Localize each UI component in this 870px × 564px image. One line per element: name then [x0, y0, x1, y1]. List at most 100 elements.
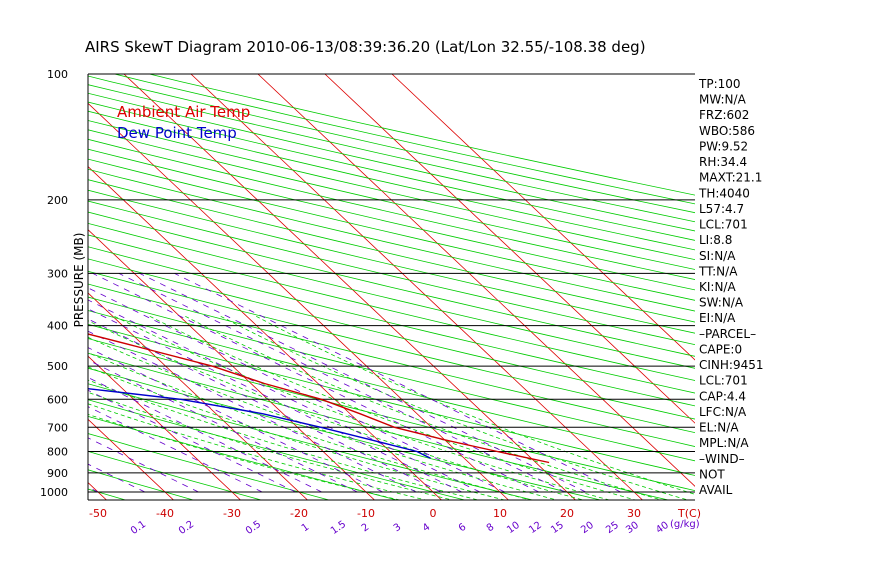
y-axis-label: PRESSURE (MB) — [72, 233, 86, 328]
mixing-ratio-line — [88, 318, 442, 493]
dry-adiabat-line — [88, 270, 695, 420]
mixing-ratio-label: 2 — [360, 522, 372, 535]
mixing-ratio-label: 10 — [505, 520, 522, 536]
moist-adiabat-line — [114, 315, 611, 500]
mixing-ratio-label: 8 — [485, 522, 497, 535]
mixing-ratio-label: 3 — [392, 522, 404, 535]
dry-adiabat-line — [88, 367, 602, 500]
index-readout: L57:4.7 — [699, 202, 744, 216]
mixing-ratio-label: 30 — [624, 520, 641, 536]
dry-adiabat-line — [88, 283, 695, 434]
isotherm-line — [88, 482, 108, 500]
dry-adiabat-line — [88, 101, 695, 241]
pressure-tick-label: 900 — [47, 467, 68, 480]
legend-entry: Dew Point Temp — [117, 124, 237, 142]
pressure-tick-label: 300 — [47, 267, 68, 280]
dry-adiabat-line — [88, 383, 535, 500]
moist-adiabat-line — [88, 379, 480, 500]
pressure-tick-label: 500 — [47, 360, 68, 373]
moist-adiabat-line — [220, 315, 690, 500]
isotherm-line — [88, 355, 242, 500]
index-readout: CINH:9451 — [699, 358, 764, 372]
dry-adiabat-line — [88, 179, 695, 323]
index-readout: LFC:N/A — [699, 405, 747, 419]
pressure-tick-label: 200 — [47, 194, 68, 207]
mixing-ratio-label: 12 — [527, 520, 544, 536]
dry-adiabat-line — [88, 110, 695, 251]
dry-adiabat-line — [88, 469, 195, 500]
pressure-tick-label: 100 — [47, 68, 68, 81]
mixing-ratio-line — [88, 389, 296, 493]
pressure-tick-label: 800 — [47, 445, 68, 458]
isotherm-line — [391, 74, 695, 361]
legend: Ambient Air Temp Dew Point Temp — [117, 103, 250, 142]
trace-layer — [88, 333, 550, 464]
mixing-ratio-label: 1 — [300, 522, 312, 535]
bottom-temp-tick-label: 10 — [493, 507, 507, 520]
dry-adiabat-line — [88, 148, 695, 291]
index-readout: CAPE:0 — [699, 342, 742, 356]
isotherm-line — [88, 292, 309, 500]
mixing-ratio-line — [88, 299, 481, 493]
index-readout: SI:N/A — [699, 249, 736, 263]
mixing-ratio-label: 0.2 — [177, 519, 196, 537]
pressure-tick-label: 600 — [47, 393, 68, 406]
mixing-ratio-line — [118, 273, 566, 493]
index-readout: NOT — [699, 467, 725, 481]
mixing-ratio-label: 15 — [549, 520, 566, 536]
index-readout: MW:N/A — [699, 93, 747, 107]
moist-adiabat-line — [256, 315, 695, 495]
dry-adiabat-line — [88, 415, 399, 500]
mixing-ratio-label: 25 — [604, 520, 621, 536]
dry-adiabat-line — [88, 211, 695, 357]
dry-adiabat-line — [88, 120, 695, 261]
index-readout: CAP:4.4 — [699, 389, 746, 403]
bottom-temp-tick-label: -10 — [357, 507, 375, 520]
index-readout: LCL:701 — [699, 218, 748, 232]
moist-adiabat-line — [88, 366, 506, 500]
pressure-tick-label: 700 — [47, 421, 68, 434]
bottom-temp-tick-label: -30 — [223, 507, 241, 520]
mixing-ratio-line — [88, 287, 505, 493]
dry-adiabat-line — [88, 158, 695, 301]
index-readout: AVAIL — [699, 483, 733, 497]
mixing-ratio-label: 4 — [421, 522, 433, 535]
air-temp-trace — [88, 333, 550, 464]
pressure-tick-label: 1000 — [40, 486, 68, 499]
dry-adiabat-line — [88, 189, 695, 334]
isotherm-line — [190, 74, 644, 500]
index-readout: LI:8.8 — [699, 233, 732, 247]
dewpoint-trace — [88, 387, 431, 459]
mixing-ratio-line — [88, 308, 462, 493]
mixing-ratio-line — [174, 273, 621, 493]
dry-adiabat-line — [88, 352, 670, 500]
dry-adiabat-line — [88, 433, 331, 500]
dry-adiabat-line — [88, 310, 695, 462]
dry-adiabat-line — [88, 168, 695, 312]
isotherm-line — [88, 102, 510, 500]
index-readout: SW:N/A — [699, 296, 744, 310]
dry-adiabat-line — [88, 296, 695, 447]
mixing-ratio-label: 20 — [579, 520, 596, 536]
grid-layer — [88, 74, 695, 500]
chart-title: AIRS SkewT Diagram 2010-06-13/08:39:36.2… — [85, 38, 646, 56]
moist-adiabat-line — [185, 315, 663, 500]
index-readout: TT:N/A — [698, 264, 738, 278]
moist-adiabat-line — [88, 413, 402, 500]
index-readout: TP:100 — [698, 77, 741, 91]
index-readout: MAXT:21.1 — [699, 171, 762, 185]
index-readout: –PARCEL– — [699, 327, 756, 341]
moist-adiabat-line — [149, 315, 637, 500]
mixing-ratio-label: 0.5 — [244, 519, 263, 537]
dry-adiabat-line — [88, 323, 695, 476]
dry-adiabat-line — [88, 222, 695, 369]
mixing-ratio-line — [139, 273, 586, 493]
dry-adiabat-line — [88, 399, 467, 500]
mixing-ratio-label: 0.1 — [129, 519, 148, 537]
index-readout: EL:N/A — [699, 421, 739, 435]
dry-adiabat-line — [88, 138, 695, 280]
dry-adiabat-line — [88, 338, 695, 492]
moist-adiabat-line — [88, 336, 559, 500]
